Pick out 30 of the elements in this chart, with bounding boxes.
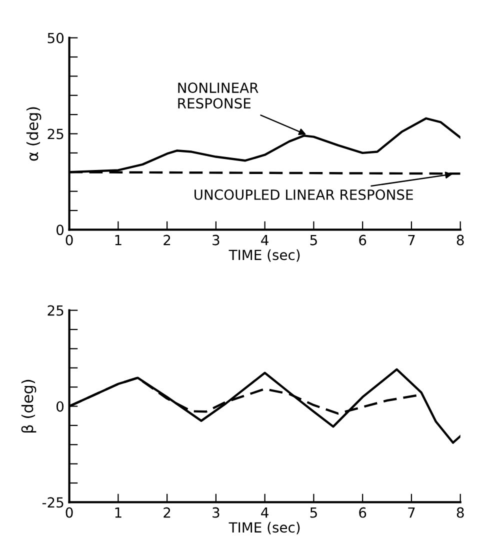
x-tick-label: 3 xyxy=(212,507,220,518)
x-tick-label: 4 xyxy=(261,234,268,246)
y-axis-title: α (deg) xyxy=(26,107,42,161)
x-tick-label: 6 xyxy=(359,507,366,518)
x-tick-label: 7 xyxy=(408,507,415,518)
y-tick-label: 50 xyxy=(48,32,64,44)
x-tick-label: 1 xyxy=(115,507,122,518)
x-tick-label: 2 xyxy=(164,507,170,518)
x-tick-label: 5 xyxy=(310,507,317,518)
x-tick-label: 3 xyxy=(212,234,220,246)
x-axis-title: TIME (sec) xyxy=(228,522,300,534)
x-tick-label: 0 xyxy=(66,234,73,246)
x-tick-label: 6 xyxy=(359,234,366,246)
x-axis-title: TIME (sec) xyxy=(228,249,300,262)
annotation: UNCOUPLED LINEAR RESPONSE xyxy=(194,189,413,200)
x-tick-label: 8 xyxy=(456,507,464,518)
x-tick-label: 0 xyxy=(66,507,73,518)
x-tick-label: 5 xyxy=(310,234,317,246)
annotation: NONLINEAR RESPONSE xyxy=(178,82,258,109)
x-tick-label: 2 xyxy=(164,234,170,246)
y-axis-title: β (deg) xyxy=(21,380,36,432)
y-tick-label: 0 xyxy=(56,224,64,236)
y-tick-label: 25 xyxy=(48,305,64,316)
y-tick-label: 25 xyxy=(48,128,64,140)
x-tick-label: 1 xyxy=(115,234,122,246)
y-tick-label: 0 xyxy=(56,401,64,412)
x-tick-label: 7 xyxy=(408,234,415,246)
x-tick-label: 4 xyxy=(261,507,268,518)
x-tick-label: 8 xyxy=(456,234,464,246)
y-tick-label: -25 xyxy=(42,497,64,508)
